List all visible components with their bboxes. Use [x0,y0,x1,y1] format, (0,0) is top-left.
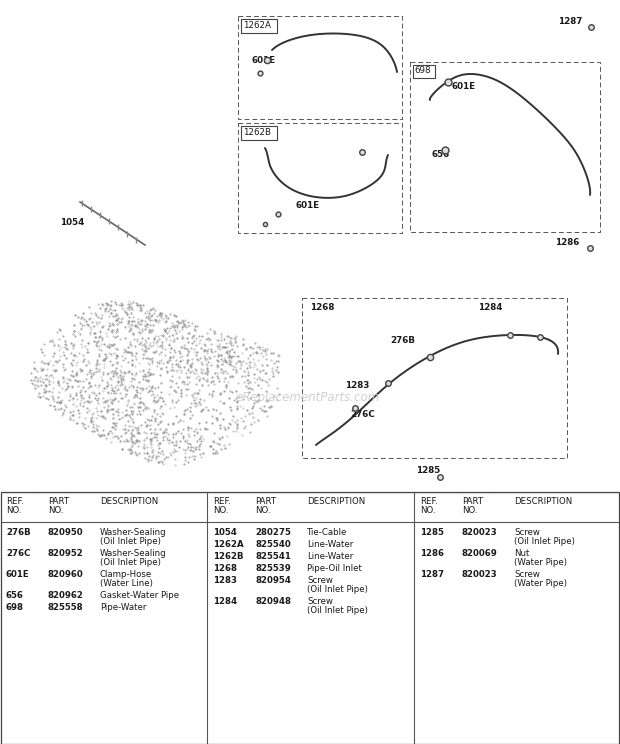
Text: Screw: Screw [307,576,333,585]
Text: 1054: 1054 [213,528,237,537]
Text: 1283: 1283 [345,381,370,390]
Text: (Water Pipe): (Water Pipe) [514,579,567,588]
Text: eReplacementParts.com: eReplacementParts.com [236,391,380,405]
Text: Washer-Sealing: Washer-Sealing [100,528,167,537]
Text: DESCRIPTION: DESCRIPTION [514,497,572,506]
Text: 1287: 1287 [558,17,582,26]
Text: 820023: 820023 [462,528,498,537]
Text: 276B: 276B [6,528,30,537]
Text: 825541: 825541 [255,552,291,561]
Text: 1262A: 1262A [243,21,271,30]
Bar [1,492,619,744]
Text: Line-Water: Line-Water [307,540,353,549]
Text: NO.: NO. [462,506,477,515]
Text: (Oil Inlet Pipe): (Oil Inlet Pipe) [100,537,161,546]
Bar [413,65,435,78]
Text: Clamp-Hose: Clamp-Hose [100,570,153,579]
Text: Washer-Sealing: Washer-Sealing [100,549,167,558]
Text: 820962: 820962 [48,591,84,600]
Text: (Oil Inlet Pipe): (Oil Inlet Pipe) [307,585,368,594]
Bar [238,123,402,233]
Text: 1284: 1284 [478,303,502,312]
Text: NO.: NO. [255,506,270,515]
Text: (Water Line): (Water Line) [100,579,153,588]
Text: 276C: 276C [6,549,30,558]
Text: 1287: 1287 [420,570,444,579]
Text: 1285: 1285 [420,528,444,537]
Text: Pipe-Oil Inlet: Pipe-Oil Inlet [307,564,362,573]
Text: 1262B: 1262B [243,128,271,137]
Text: 1268: 1268 [213,564,237,573]
Text: (Oil Inlet Pipe): (Oil Inlet Pipe) [307,606,368,615]
Text: 825539: 825539 [255,564,291,573]
Text: Tie-Cable: Tie-Cable [307,528,347,537]
Text: DESCRIPTION: DESCRIPTION [100,497,158,506]
Text: 1286: 1286 [420,549,444,558]
Text: 820954: 820954 [255,576,291,585]
Text: Line-Water: Line-Water [307,552,353,561]
Text: 825540: 825540 [255,540,291,549]
Bar [241,19,277,33]
Bar [410,62,600,232]
Text: 820960: 820960 [48,570,84,579]
Text: 1262A: 1262A [213,540,244,549]
Text: (Oil Inlet Pipe): (Oil Inlet Pipe) [100,558,161,567]
Text: 656: 656 [432,150,450,159]
Text: 1286: 1286 [555,238,579,247]
Text: NO.: NO. [213,506,229,515]
Text: 1285: 1285 [416,466,440,475]
Text: 820952: 820952 [48,549,84,558]
Text: Nut: Nut [514,549,529,558]
Text: Screw: Screw [514,528,540,537]
Text: NO.: NO. [420,506,435,515]
Text: NO.: NO. [6,506,22,515]
Text: 1283: 1283 [213,576,237,585]
Text: Screw: Screw [514,570,540,579]
Text: PART: PART [255,497,276,506]
Text: 601E: 601E [452,82,476,91]
Text: PART: PART [48,497,69,506]
Text: 601E: 601E [252,56,276,65]
Bar [238,16,402,119]
Bar [241,126,277,140]
Text: 276C: 276C [350,410,374,419]
Text: 1268: 1268 [310,303,334,312]
Text: (Water Pipe): (Water Pipe) [514,558,567,567]
Text: 698: 698 [6,603,24,612]
Text: 1054: 1054 [60,218,84,227]
Bar [302,298,567,458]
Text: 280275: 280275 [255,528,291,537]
Text: 1262B: 1262B [213,552,244,561]
Text: PART: PART [462,497,483,506]
Text: 820023: 820023 [462,570,498,579]
Text: 820069: 820069 [462,549,498,558]
Text: 276B: 276B [390,336,415,345]
Text: Screw: Screw [307,597,333,606]
Text: 1284: 1284 [213,597,237,606]
Text: REF.: REF. [213,497,231,506]
Text: 656: 656 [6,591,24,600]
Text: REF.: REF. [420,497,438,506]
Text: NO.: NO. [48,506,63,515]
Text: 601E: 601E [6,570,30,579]
Text: 820950: 820950 [48,528,84,537]
Text: DESCRIPTION: DESCRIPTION [307,497,365,506]
Text: REF.: REF. [6,497,24,506]
Text: 820948: 820948 [255,597,291,606]
Text: 601E: 601E [296,201,320,210]
Text: 698: 698 [414,66,431,75]
Text: Gasket-Water Pipe: Gasket-Water Pipe [100,591,179,600]
Text: (Oil Inlet Pipe): (Oil Inlet Pipe) [514,537,575,546]
Text: 825558: 825558 [48,603,84,612]
Text: Pipe-Water: Pipe-Water [100,603,146,612]
